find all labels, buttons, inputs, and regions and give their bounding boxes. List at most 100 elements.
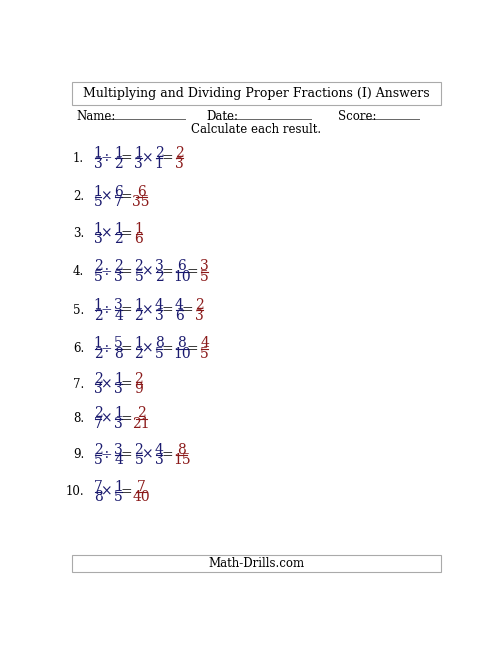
Text: 5: 5 xyxy=(114,490,123,504)
Text: 3: 3 xyxy=(196,309,204,323)
Text: 3: 3 xyxy=(94,232,102,247)
Text: =: = xyxy=(120,485,132,499)
Text: ×: × xyxy=(100,411,112,426)
Text: 1: 1 xyxy=(94,298,102,312)
Text: 5: 5 xyxy=(94,270,102,284)
Text: 7: 7 xyxy=(94,417,102,431)
Text: 2: 2 xyxy=(137,406,145,421)
Text: Date:: Date: xyxy=(206,109,238,123)
Text: =: = xyxy=(120,190,132,204)
Text: 6.: 6. xyxy=(73,342,84,355)
Text: 8: 8 xyxy=(178,443,186,457)
Text: 4.: 4. xyxy=(73,265,84,278)
Text: 8: 8 xyxy=(94,490,102,504)
Text: 4: 4 xyxy=(114,309,123,323)
Text: =: = xyxy=(120,342,132,356)
FancyBboxPatch shape xyxy=(72,555,440,572)
Text: 21: 21 xyxy=(132,417,150,431)
Text: 4: 4 xyxy=(200,336,209,350)
Text: 3: 3 xyxy=(114,270,123,284)
Text: 2: 2 xyxy=(94,372,102,386)
Text: 3: 3 xyxy=(155,259,164,273)
Text: 5: 5 xyxy=(155,347,164,361)
Text: Math-Drills.com: Math-Drills.com xyxy=(208,557,304,570)
Text: 2: 2 xyxy=(155,146,164,160)
Text: 1: 1 xyxy=(94,184,102,199)
Text: 1: 1 xyxy=(114,146,123,160)
Text: 3: 3 xyxy=(94,382,102,397)
Text: 3: 3 xyxy=(200,259,209,273)
Text: 6: 6 xyxy=(178,259,186,273)
Text: 6: 6 xyxy=(175,309,184,323)
Text: ×: × xyxy=(141,265,152,279)
Text: 1: 1 xyxy=(114,372,123,386)
Text: =: = xyxy=(161,151,173,166)
Text: Multiplying and Dividing Proper Fractions (I) Answers: Multiplying and Dividing Proper Fraction… xyxy=(83,87,430,100)
Text: 8: 8 xyxy=(155,336,164,350)
Text: 2: 2 xyxy=(114,157,123,171)
Text: 2: 2 xyxy=(134,309,143,323)
Text: 5: 5 xyxy=(94,195,102,210)
Text: 2: 2 xyxy=(114,259,123,273)
Text: =: = xyxy=(120,411,132,426)
Text: 4: 4 xyxy=(154,298,164,312)
Text: Calculate each result.: Calculate each result. xyxy=(191,123,322,136)
Text: 3: 3 xyxy=(114,298,123,312)
Text: 10.: 10. xyxy=(66,485,84,498)
Text: =: = xyxy=(161,342,173,356)
Text: ×: × xyxy=(100,227,112,241)
Text: 3: 3 xyxy=(175,157,184,171)
Text: 1: 1 xyxy=(134,298,143,312)
Text: 35: 35 xyxy=(132,195,150,210)
Text: 2: 2 xyxy=(94,406,102,421)
Text: 8: 8 xyxy=(114,347,123,361)
Text: 1.: 1. xyxy=(73,152,84,165)
Text: 5: 5 xyxy=(200,270,209,284)
Text: =: = xyxy=(161,303,173,317)
Text: 40: 40 xyxy=(132,490,150,504)
Text: 6: 6 xyxy=(114,184,123,199)
Text: 1: 1 xyxy=(134,336,143,350)
Text: 7: 7 xyxy=(137,479,145,494)
FancyBboxPatch shape xyxy=(72,82,440,105)
Text: 9.: 9. xyxy=(73,448,84,461)
Text: 3: 3 xyxy=(155,309,164,323)
Text: 2: 2 xyxy=(94,309,102,323)
Text: 3: 3 xyxy=(134,157,143,171)
Text: =: = xyxy=(186,342,198,356)
Text: 2: 2 xyxy=(94,259,102,273)
Text: 1: 1 xyxy=(134,146,143,160)
Text: 2: 2 xyxy=(134,443,143,457)
Text: 8: 8 xyxy=(178,336,186,350)
Text: 1: 1 xyxy=(94,336,102,350)
Text: ÷: ÷ xyxy=(100,342,112,356)
Text: 3: 3 xyxy=(114,443,123,457)
Text: 7: 7 xyxy=(114,195,123,210)
Text: 1: 1 xyxy=(134,221,143,236)
Text: ×: × xyxy=(141,303,152,317)
Text: 5.: 5. xyxy=(73,303,84,316)
Text: 1: 1 xyxy=(114,479,123,494)
Text: 3: 3 xyxy=(114,417,123,431)
Text: 3: 3 xyxy=(155,454,164,467)
Text: 1: 1 xyxy=(114,221,123,236)
Text: 15: 15 xyxy=(173,454,190,467)
Text: 5: 5 xyxy=(94,454,102,467)
Text: =: = xyxy=(120,377,132,391)
Text: ÷: ÷ xyxy=(100,151,112,166)
Text: 7: 7 xyxy=(94,479,102,494)
Text: 1: 1 xyxy=(114,406,123,421)
Text: 2: 2 xyxy=(134,372,143,386)
Text: 5: 5 xyxy=(134,454,143,467)
Text: ×: × xyxy=(100,377,112,391)
Text: 2: 2 xyxy=(94,443,102,457)
Text: =: = xyxy=(161,265,173,279)
Text: 1: 1 xyxy=(94,146,102,160)
Text: ×: × xyxy=(141,448,152,462)
Text: =: = xyxy=(120,265,132,279)
Text: 10: 10 xyxy=(173,270,190,284)
Text: 2: 2 xyxy=(155,270,164,284)
Text: =: = xyxy=(182,303,193,317)
Text: 4: 4 xyxy=(175,298,184,312)
Text: 6: 6 xyxy=(134,232,143,247)
